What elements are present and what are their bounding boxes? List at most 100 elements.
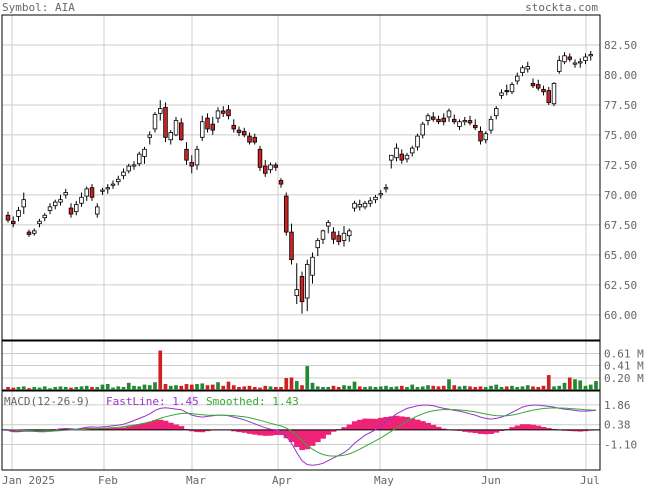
candle-body <box>331 231 336 240</box>
candle <box>562 52 567 65</box>
candle <box>231 119 236 133</box>
volume-bar <box>531 386 535 390</box>
candle-body <box>42 214 47 219</box>
macd-histogram-bar <box>294 429 300 448</box>
volume-bar <box>231 385 236 390</box>
candle <box>278 178 284 188</box>
candle <box>583 53 588 65</box>
macd-histogram-bar <box>15 429 22 432</box>
candle-body <box>326 222 331 227</box>
candle <box>58 194 63 206</box>
candle-body <box>116 178 121 183</box>
macd-histogram-bar <box>477 429 484 434</box>
macd-histogram-bar <box>530 424 536 430</box>
volume-bar <box>352 381 357 390</box>
candle <box>483 131 488 144</box>
candle <box>284 192 289 236</box>
volume-bar <box>247 385 252 390</box>
volume-bar <box>126 382 131 390</box>
candle-body <box>257 148 263 168</box>
volume-bar <box>447 379 451 390</box>
price-tick-label: 70.00 <box>604 189 637 202</box>
volume-bar <box>216 382 220 390</box>
volume-bar <box>74 387 79 390</box>
candle <box>179 118 184 141</box>
candle <box>158 100 163 121</box>
macd-histogram-bar <box>441 428 447 430</box>
candle <box>263 160 268 177</box>
macd-histogram-bar <box>288 429 295 443</box>
candle-body <box>131 164 137 167</box>
candle <box>221 106 226 117</box>
volume-bar <box>79 386 84 390</box>
volume-bar <box>583 385 588 390</box>
panel-frame <box>1 14 601 341</box>
macd-histogram-bar <box>204 429 211 432</box>
volume-bar <box>84 385 89 390</box>
candle <box>26 229 32 237</box>
macd-histogram-bar <box>173 424 179 430</box>
candle-body <box>536 84 541 89</box>
volume-bar <box>32 387 37 390</box>
macd-histogram-bar <box>273 429 279 436</box>
volume-bar <box>42 386 47 390</box>
volume-bar <box>588 384 593 390</box>
volume-bar <box>462 385 467 390</box>
volume-bar <box>504 386 509 390</box>
candle-body <box>368 200 373 204</box>
macd-histogram-bar <box>304 429 311 450</box>
macd-histogram-bar <box>189 429 195 432</box>
volume-bar <box>237 387 241 390</box>
volume-bar <box>226 381 231 390</box>
candle-body <box>215 110 221 119</box>
candle <box>131 161 137 170</box>
candle-body <box>32 230 37 234</box>
macd-histogram-bar <box>546 428 552 430</box>
candle-body <box>299 276 305 303</box>
candle <box>105 184 110 194</box>
candle <box>457 119 462 131</box>
volume-bar <box>6 387 10 390</box>
volume-bar <box>189 384 194 390</box>
candle-body <box>53 201 58 207</box>
macd-histogram-bar <box>509 427 515 430</box>
candle-body <box>84 188 89 197</box>
candle-body <box>557 60 562 72</box>
candle <box>215 107 221 123</box>
volume-bar <box>452 385 457 390</box>
candle <box>525 61 530 73</box>
volume-bar <box>16 387 21 390</box>
candle-body <box>200 121 205 138</box>
candle-body <box>63 192 68 196</box>
candle <box>21 192 26 215</box>
candle-body <box>74 204 79 213</box>
candle-body <box>572 62 578 65</box>
macd-histogram-bar <box>136 424 143 430</box>
candle <box>299 271 305 314</box>
volume-bar <box>305 366 310 390</box>
x-tick-label: Jun <box>481 474 501 486</box>
candle-body <box>5 214 11 221</box>
candle-body <box>58 199 63 203</box>
macd-histogram-bar <box>493 429 500 433</box>
candle-body <box>452 118 457 123</box>
candle <box>252 133 257 145</box>
candle-body <box>231 124 236 130</box>
candle-body <box>242 130 247 136</box>
volume-tick-label: 0.20 M <box>604 372 644 385</box>
candle <box>431 112 436 122</box>
macd-histogram-bar <box>535 425 542 430</box>
macd-histogram-bar <box>483 429 489 435</box>
candle <box>494 106 499 120</box>
candle-body <box>11 220 16 225</box>
candle-body <box>504 90 509 93</box>
candle-body <box>520 67 525 73</box>
candle-body <box>110 183 116 186</box>
candle <box>84 186 89 201</box>
candle-body <box>467 120 473 124</box>
macd-histogram-bar <box>320 429 326 439</box>
candle <box>32 228 37 236</box>
candle <box>378 190 383 199</box>
candle <box>394 143 399 162</box>
macd-histogram-bar <box>257 429 263 436</box>
